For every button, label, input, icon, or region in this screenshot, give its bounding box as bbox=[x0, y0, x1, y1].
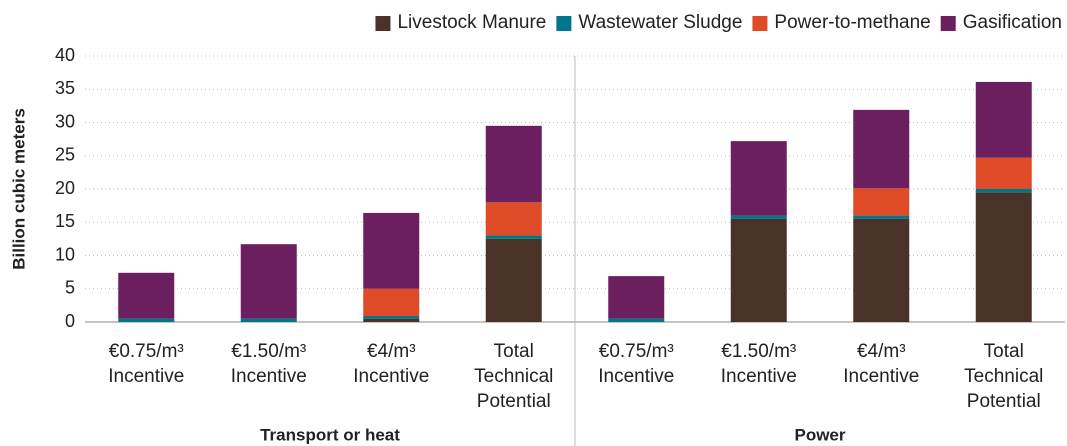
y-tick-label: 30 bbox=[55, 111, 75, 131]
x-tick-label: Incentive bbox=[598, 366, 674, 387]
y-tick-label: 15 bbox=[55, 211, 75, 231]
y-axis-label: Billion cubic meters bbox=[9, 108, 28, 270]
legend-label: Wastewater Sludge bbox=[578, 12, 742, 33]
bar-segment bbox=[485, 238, 542, 322]
x-tick-label: Incentive bbox=[721, 366, 797, 387]
legend-swatch bbox=[556, 16, 572, 31]
x-tick-label: €0.75/m³ bbox=[109, 341, 184, 362]
legend-swatch bbox=[375, 16, 391, 31]
y-tick-label: 0 bbox=[65, 311, 75, 331]
bar-segment bbox=[363, 316, 420, 319]
bar-segment bbox=[975, 157, 1032, 189]
bar-segment bbox=[975, 189, 1032, 193]
x-tick-label: €1.50/m³ bbox=[231, 341, 306, 362]
bar-segment bbox=[853, 109, 910, 189]
legend-label: Gasification bbox=[963, 12, 1062, 33]
bar-segment bbox=[240, 244, 297, 319]
x-tick-label: Incentive bbox=[843, 366, 919, 387]
y-tick-label: 10 bbox=[55, 244, 75, 264]
y-tick-label: 40 bbox=[55, 45, 75, 65]
x-tick-label: Technical bbox=[964, 366, 1043, 387]
x-tick-label: €4/m³ bbox=[367, 341, 416, 362]
x-tick-label: Total bbox=[494, 341, 534, 362]
legend-label: Power-to-methane bbox=[774, 12, 930, 33]
x-tick-label: €4/m³ bbox=[857, 341, 906, 362]
bar-segment bbox=[975, 192, 1032, 322]
x-tick-label: €0.75/m³ bbox=[599, 341, 674, 362]
bar-segment bbox=[118, 272, 175, 319]
x-tick-label: Incentive bbox=[108, 366, 184, 387]
bar-segment bbox=[118, 318, 175, 322]
legend-swatch bbox=[940, 16, 956, 31]
bar-segment bbox=[730, 218, 787, 322]
bar-segment bbox=[485, 125, 542, 203]
legend-swatch bbox=[752, 16, 768, 31]
x-tick-label: Potential bbox=[967, 391, 1041, 412]
bar-segment bbox=[485, 202, 542, 236]
group-label: Power bbox=[794, 425, 845, 444]
bar-segment bbox=[730, 215, 787, 219]
y-tick-label: 20 bbox=[55, 178, 75, 198]
x-tick-label: €1.50/m³ bbox=[721, 341, 796, 362]
bar-segment bbox=[363, 212, 420, 289]
x-tick-label: Potential bbox=[477, 391, 551, 412]
bar-segment bbox=[240, 318, 297, 322]
x-tick-label: Incentive bbox=[231, 366, 307, 387]
x-tick-label: Incentive bbox=[353, 366, 429, 387]
y-tick-label: 5 bbox=[65, 278, 75, 298]
bar-segment bbox=[853, 218, 910, 322]
y-tick-label: 25 bbox=[55, 145, 75, 165]
group-label: Transport or heat bbox=[260, 425, 400, 444]
bar-segment bbox=[975, 81, 1032, 158]
bar-segment bbox=[608, 318, 665, 322]
x-tick-label: Total bbox=[984, 341, 1024, 362]
x-tick-label: Technical bbox=[474, 366, 553, 387]
bar-segment bbox=[853, 215, 910, 219]
y-tick-label: 35 bbox=[55, 78, 75, 98]
bar-segment bbox=[730, 141, 787, 216]
bar-segment bbox=[853, 188, 910, 216]
bar-segment bbox=[363, 318, 420, 322]
bar-segment bbox=[363, 288, 420, 317]
bar-segment bbox=[485, 235, 542, 239]
legend-label: Livestock Manure bbox=[397, 12, 546, 33]
bar-segment bbox=[608, 276, 665, 319]
